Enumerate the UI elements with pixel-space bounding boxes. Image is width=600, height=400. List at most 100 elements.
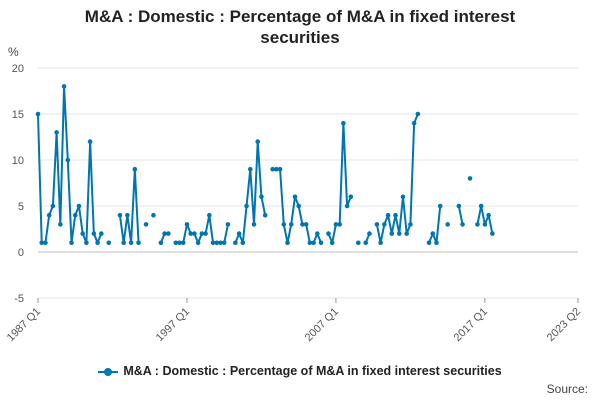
data-point [285,240,290,246]
data-point [434,240,439,246]
data-point [445,222,450,227]
data-point [348,194,354,200]
data-point [136,240,141,246]
data-point [363,240,369,246]
data-point [262,212,268,218]
data-point [72,212,78,218]
data-point [374,222,380,227]
data-point [225,222,231,227]
data-point [128,240,134,246]
series-line [234,140,267,244]
data-point [341,120,346,126]
data-point [240,240,246,246]
data-point [43,240,48,246]
data-point [39,240,45,246]
data-point [58,222,63,227]
data-point [180,240,186,246]
chart-title-line-1: M&A : Domestic : Percentage of M&A in fi… [84,7,516,26]
data-point [244,203,249,209]
data-point [46,212,52,218]
data-point [251,222,257,227]
data-point [337,222,342,227]
data-point [151,212,156,218]
data-point [125,212,130,218]
data-point [236,231,242,236]
data-point [300,222,305,227]
data-point [106,240,112,246]
data-point [277,166,283,172]
data-point [210,240,216,246]
data-point [326,231,331,236]
data-point [35,111,41,117]
data-point [318,240,324,246]
data-point [99,231,104,236]
data-point [437,203,443,209]
data-point [467,176,473,181]
data-point [378,240,383,246]
x-tick-label: 2007 Q1 [303,306,341,344]
data-point [117,212,123,218]
data-point [382,222,387,227]
data-point [400,194,406,200]
x-tick-label: 1997 Q1 [154,306,192,344]
data-point [315,231,320,236]
data-point [54,130,59,135]
data-point [218,240,223,246]
data-point [173,240,179,246]
series-line [37,85,103,244]
data-point [166,231,171,236]
data-point [69,240,74,246]
data-point [274,166,279,172]
data-point [303,222,309,227]
data-point [426,240,432,246]
data-point [91,231,97,236]
data-point [247,166,253,172]
series-line [118,168,140,244]
data-point [65,157,71,163]
data-point [199,231,205,236]
x-tick-label: 1987 Q1 [5,306,43,344]
data-point [221,240,227,246]
data-point [307,240,313,246]
data-point [460,222,465,227]
data-point [355,240,361,246]
data-point [333,222,339,227]
data-point [393,212,398,218]
data-point [121,240,126,246]
data-point [76,203,82,209]
data-point [132,166,138,172]
data-point [475,222,480,227]
data-point [158,240,164,246]
legend-line-marker-icon [98,367,119,376]
data-point [311,240,316,246]
data-point [233,240,238,246]
data-point [50,203,56,209]
data-point [396,231,402,236]
data-point [203,231,208,236]
data-point [162,231,167,236]
data-point [478,203,484,209]
y-tick-label: 5 [18,201,24,213]
data-point [84,240,89,246]
data-point [192,231,197,236]
data-point [411,120,417,126]
data-point [408,222,413,227]
data-point [367,231,372,236]
y-tick-label: -5 [14,293,24,305]
x-tick-label: 2017 Q1 [452,306,490,344]
data-point [456,203,462,209]
data-point [482,222,488,227]
series-line [375,113,419,244]
data-point [486,212,491,218]
data-point [214,240,220,246]
legend[interactable]: M&A : Domestic : Percentage of M&A in fi… [0,364,600,378]
data-point [61,84,67,89]
chart-title-line-2: securities [260,28,340,47]
x-tick-label: 2023 Q2 [545,306,583,344]
y-tick-label: 0 [18,247,24,259]
data-point [255,139,261,144]
data-point [143,222,149,227]
data-point [344,203,350,209]
data-point [430,231,436,236]
